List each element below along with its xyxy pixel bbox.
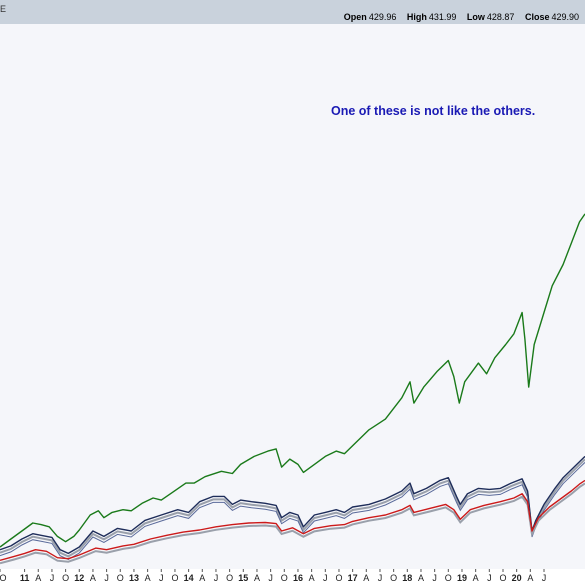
x-tick-label: A xyxy=(90,573,96,583)
x-tick-label: 14 xyxy=(184,573,194,583)
x-tick-label: J xyxy=(487,573,492,583)
close-value: 429.90 xyxy=(551,12,579,22)
series-shadow-1 xyxy=(0,458,585,558)
x-tick-label: 16 xyxy=(293,573,303,583)
x-tick-label: J xyxy=(432,573,437,583)
x-tick-label: J xyxy=(323,573,328,583)
x-axis: O 11 A J O 12 A J O 13 A J O 14 A J O 15 A J O 16 A J O 17 A J O 18 A J… xyxy=(0,569,585,585)
x-tick-label: O xyxy=(445,573,452,583)
ohlc-readout: Open 429.96 High 431.99 Low 428.87 Close 429… xyxy=(336,12,579,23)
x-tick-label: 13 xyxy=(129,573,139,583)
x-tick-label: A xyxy=(199,573,205,583)
x-tick-label: J xyxy=(159,573,164,583)
x-tick-label: A xyxy=(309,573,315,583)
x-tick-label: O xyxy=(226,573,233,583)
x-tick-label: J xyxy=(268,573,273,583)
x-tick-label: O xyxy=(62,573,69,583)
series-shadow-0 xyxy=(0,217,585,550)
close-label: Close xyxy=(524,12,550,22)
series-shadow-2 xyxy=(0,482,585,565)
series-line-1-band xyxy=(0,462,585,560)
x-tick-label: O xyxy=(390,573,397,583)
x-tick-label: O xyxy=(171,573,178,583)
x-tick-label: 11 xyxy=(20,573,30,583)
header-bar: E Open 429.96 High 431.99 Low 428.87 Close 4… xyxy=(0,0,585,24)
x-tick-label: J xyxy=(378,573,383,583)
open-value: 429.96 xyxy=(368,12,397,22)
header-corner-mark: E xyxy=(0,4,7,14)
series-line-1[interactable] xyxy=(0,455,585,555)
x-tick-label: J xyxy=(542,573,547,583)
x-tick-label: J xyxy=(50,573,55,583)
x-tick-label: A xyxy=(473,573,479,583)
x-tick-label: 19 xyxy=(457,573,467,583)
x-tick-label: A xyxy=(35,573,41,583)
x-tick-label: 20 xyxy=(512,573,522,583)
x-tick-label: J xyxy=(214,573,219,583)
x-axis-svg: O 11 A J O 12 A J O 13 A J O 14 A J O 15 A J O 16 A J O 17 A J O 18 A J… xyxy=(0,569,547,583)
x-tick-label: A xyxy=(363,573,369,583)
chart-annotation: One of these is not like the others. xyxy=(331,104,536,118)
low-value: 428.87 xyxy=(486,12,515,22)
x-tick-label: A xyxy=(254,573,260,583)
x-tick-label: O xyxy=(0,573,7,583)
x-tick-label: O xyxy=(499,573,506,583)
x-tick-label: 12 xyxy=(74,573,84,583)
x-tick-label: A xyxy=(527,573,533,583)
x-tick-label: O xyxy=(281,573,288,583)
x-tick-label: O xyxy=(335,573,342,583)
high-label: High xyxy=(406,12,427,22)
open-label: Open xyxy=(343,12,367,22)
high-value: 431.99 xyxy=(428,12,457,22)
series-line-0[interactable] xyxy=(0,213,585,548)
x-tick-label: A xyxy=(418,573,424,583)
plot-area[interactable] xyxy=(0,24,585,569)
x-tick-label: O xyxy=(117,573,124,583)
x-tick-label: J xyxy=(104,573,109,583)
x-tick-label: A xyxy=(145,573,151,583)
low-label: Low xyxy=(466,12,485,22)
x-tick-label: 17 xyxy=(348,573,358,583)
series-line-2[interactable] xyxy=(0,479,585,561)
x-tick-label: 18 xyxy=(402,573,412,583)
price-chart[interactable] xyxy=(0,24,585,569)
x-tick-label: 15 xyxy=(238,573,248,583)
